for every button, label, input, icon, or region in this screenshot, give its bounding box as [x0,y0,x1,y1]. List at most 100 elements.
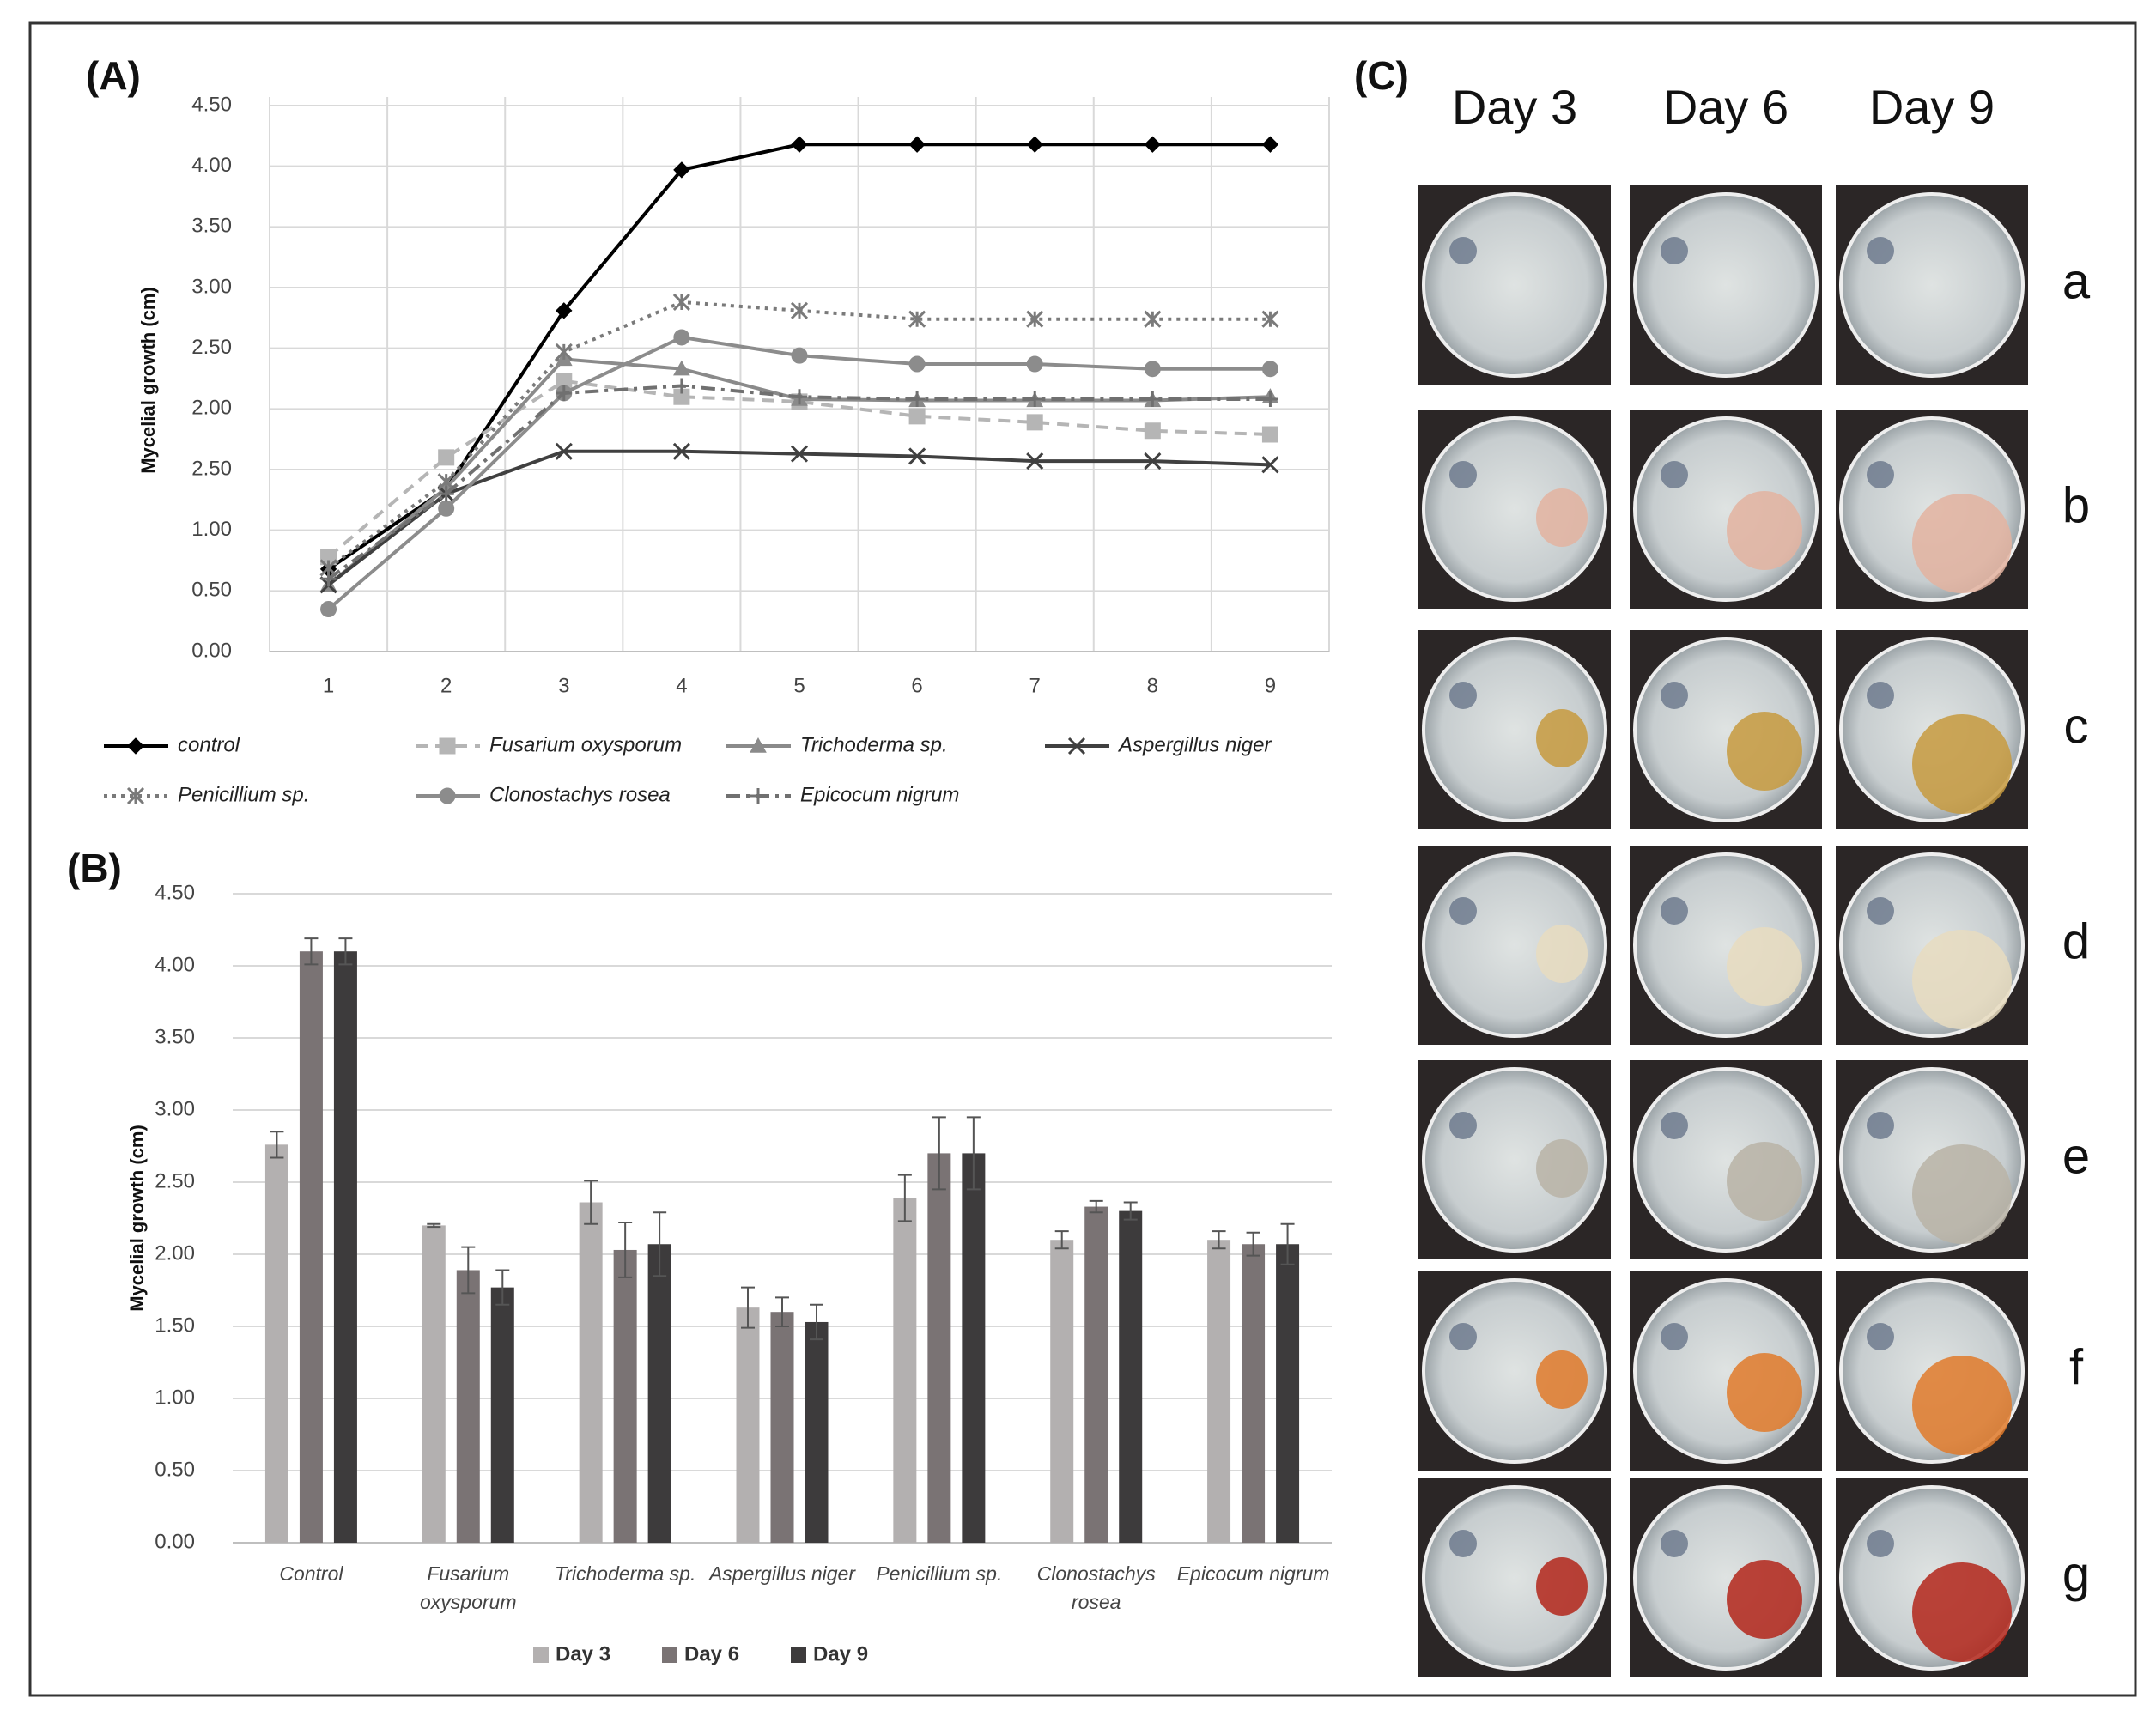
legend-label: Day 6 [684,1642,739,1665]
error-bar [1054,1230,1069,1250]
y-tick-label: 0.50 [191,579,232,602]
colony [1912,930,2012,1029]
marker [790,445,809,463]
marker [320,549,337,566]
bar [736,1307,760,1543]
colony [1536,488,1588,547]
legend-marker [750,737,767,753]
legend-label: Day 9 [813,1642,868,1665]
colony [1536,1557,1588,1616]
marker [1261,426,1278,443]
bar [422,1225,446,1543]
x-tick-label: Fusarium oxysporum [420,1562,517,1613]
marker [1144,452,1162,470]
petri-dish [1633,192,1819,378]
marker [1026,355,1043,373]
marker [673,161,690,179]
marker [556,385,572,401]
marker [1261,310,1279,328]
y-tick-label: 0.00 [155,1530,195,1553]
series-line [327,449,1271,586]
frame [28,21,2137,1697]
series-line [327,384,1271,580]
row-label: f [2069,1339,2084,1395]
marker [908,310,926,328]
bar [264,1144,288,1543]
marker [1144,361,1161,378]
marker [438,486,454,502]
legend-marker [750,788,766,804]
error-bar [584,1180,598,1225]
marker [1145,391,1161,408]
legend-label: Penicillium sp. [178,783,309,806]
error-bar [270,1131,284,1159]
x-tick-label: 8 [1147,674,1158,697]
bar [1050,1240,1074,1543]
x-tick-label: 3 [558,674,569,697]
inoculum [1449,461,1477,488]
legend-swatch [533,1647,549,1663]
error-bar [1246,1231,1260,1257]
legend-label: Trichoderma sp. [800,733,948,756]
colony [1912,1356,2012,1455]
bar [927,1153,951,1543]
legend-marker [439,737,456,755]
marker [1027,391,1043,408]
x-tick-label: Epicocum nigrum [1176,1562,1330,1585]
inoculum [1867,1323,1894,1350]
marker [672,442,690,460]
colony [1727,491,1802,570]
colony [1727,927,1802,1006]
legend-label: Clonostachys rosea [489,783,671,806]
error-bar [775,1296,789,1327]
error-bar [1089,1199,1103,1214]
y-tick-label: 3.50 [155,1025,195,1048]
legend-label: Epicocum nigrum [800,783,959,806]
error-bar [932,1116,946,1191]
error-bar [427,1222,441,1229]
colony [1727,712,1802,791]
marker [673,388,690,405]
y-tick-label: 4.00 [155,953,195,976]
bar [893,1198,917,1543]
error-bar [810,1303,823,1341]
bar [579,1202,603,1543]
y-tick-label: 0.50 [155,1458,195,1481]
legend-swatch [662,1647,677,1663]
petri-dish [1839,192,2025,378]
marker [438,500,455,517]
column-label: Day 6 [1663,80,1789,134]
colony [1536,1350,1588,1409]
x-tick-label: Control [279,1562,343,1585]
x-tick-label: 9 [1265,674,1276,697]
error-bar [897,1174,912,1222]
inoculum [1449,1112,1477,1139]
inoculum [1449,237,1477,264]
marker [1026,310,1044,328]
error-bar [338,937,353,966]
y-tick-label: 2.00 [155,1241,195,1265]
legend-swatch [791,1647,806,1663]
bar [299,951,323,1543]
x-tick-label: Trichoderma sp. [554,1562,696,1585]
y-tick-label: 3.00 [155,1097,195,1120]
error-bar [618,1222,633,1278]
inoculum [1867,1530,1894,1557]
legend-label: Day 3 [556,1642,610,1665]
marker [791,136,808,153]
error-bar [741,1286,755,1329]
marker [1144,136,1162,153]
marker [1026,452,1044,470]
legend-marker [1067,737,1086,755]
marker [320,571,337,587]
x-tick-label: Aspergillus niger [708,1562,855,1585]
x-tick-label: 5 [793,674,805,697]
row-label: g [2062,1546,2090,1602]
colony [1536,925,1588,983]
error-bar [1123,1201,1138,1221]
inoculum [1449,897,1477,925]
error-bar [495,1269,510,1306]
colony [1536,1139,1588,1198]
marker [1262,391,1278,408]
marker [320,601,337,618]
